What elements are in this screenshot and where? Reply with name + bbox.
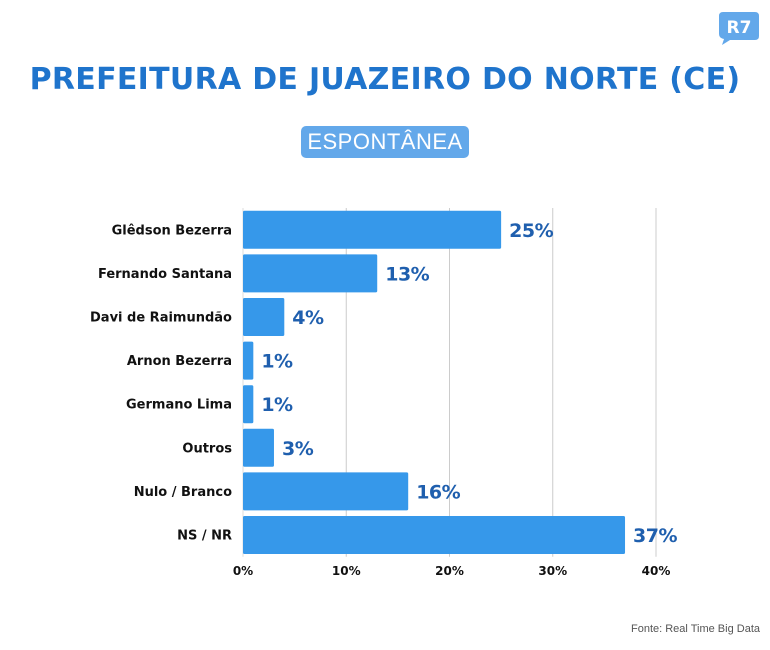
- category-label: Davi de Raimundão: [90, 311, 232, 326]
- value-label: 25%: [509, 220, 553, 242]
- r7-logo: R7: [719, 12, 759, 45]
- bar: [243, 516, 626, 554]
- category-label: Arnon Bezerra: [127, 354, 232, 369]
- category-label: Nulo / Branco: [134, 485, 232, 500]
- bar: [243, 298, 285, 336]
- category-label: Glêdson Bezerra: [112, 223, 232, 238]
- value-label: 1%: [261, 394, 293, 416]
- x-tick-label: 40%: [642, 564, 671, 578]
- page-title: PREFEITURA DE JUAZEIRO DO NORTE (CE): [29, 62, 741, 97]
- value-label: 37%: [633, 525, 677, 547]
- bar: [243, 385, 254, 424]
- category-label: NS / NR: [177, 529, 232, 544]
- bar: [243, 341, 254, 380]
- category-label: Germano Lima: [126, 398, 232, 413]
- value-label: 16%: [416, 481, 460, 503]
- x-tick-label: 0%: [233, 564, 253, 578]
- subtitle-badge: ESPONTÂNEA: [301, 126, 469, 158]
- value-label: 3%: [282, 438, 314, 460]
- logo-bubble: [719, 12, 759, 45]
- logo-text: R7: [727, 18, 752, 38]
- x-tick-label: 20%: [435, 564, 464, 578]
- bar: [243, 472, 409, 511]
- x-tick-label: 10%: [332, 564, 361, 578]
- bar: [243, 254, 378, 293]
- bar: [243, 428, 274, 467]
- source-note: Fonte: Real Time Big Data: [630, 623, 760, 635]
- value-label: 1%: [261, 351, 293, 373]
- category-label: Outros: [182, 441, 232, 456]
- x-tick-label: 30%: [538, 564, 567, 578]
- category-label: Fernando Santana: [98, 267, 232, 282]
- value-label: 4%: [292, 307, 324, 329]
- value-label: 13%: [385, 263, 429, 285]
- bar: [243, 210, 502, 249]
